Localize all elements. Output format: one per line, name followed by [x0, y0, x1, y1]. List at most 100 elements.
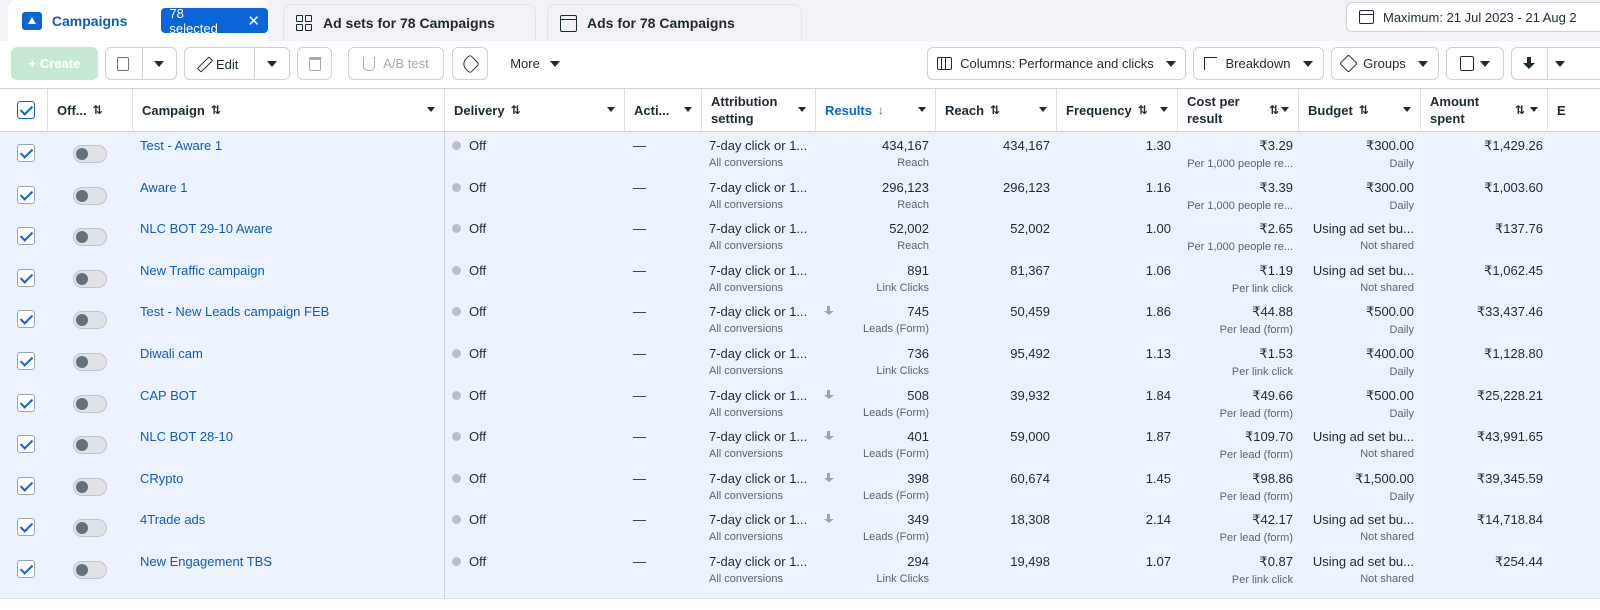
- row-checkbox[interactable]: [17, 435, 35, 454]
- row-checkbox[interactable]: [17, 310, 35, 329]
- table-row[interactable]: New Engagement TBS Off — 7-day click or 1..…: [0, 548, 1600, 590]
- tags-button[interactable]: [452, 47, 488, 80]
- row-checkbox[interactable]: [17, 518, 35, 537]
- col-results[interactable]: Results ↓: [816, 89, 936, 131]
- campaign-name-link[interactable]: CAP BOT: [140, 387, 197, 403]
- row-checkbox[interactable]: [17, 185, 35, 204]
- chevron-down-icon[interactable]: [1160, 107, 1168, 112]
- row-checkbox[interactable]: [17, 268, 35, 287]
- campaign-toggle[interactable]: [73, 519, 107, 538]
- ab-test-button[interactable]: A/B test: [348, 47, 444, 80]
- table-row[interactable]: CRypto Off — 7-day click or 1... All convers…: [0, 465, 1600, 507]
- campaign-toggle[interactable]: [73, 436, 107, 455]
- campaign-toggle[interactable]: [73, 145, 107, 163]
- row-checkbox[interactable]: [17, 560, 35, 578]
- col-cost-per-result[interactable]: Cost per result ⇅: [1178, 89, 1299, 131]
- campaign-name-link[interactable]: New Engagement TBS: [140, 554, 272, 569]
- select-all-checkbox[interactable]: [17, 101, 35, 119]
- reports-button[interactable]: [1446, 47, 1504, 80]
- chevron-down-icon[interactable]: [1555, 61, 1565, 67]
- campaign-toggle[interactable]: [73, 228, 107, 247]
- cost-cell: ₹3.39 Per 1,000 people re...: [1178, 180, 1293, 212]
- col-reach[interactable]: Reach ⇅: [936, 89, 1057, 131]
- more-button[interactable]: More: [497, 47, 573, 80]
- clear-selection-icon[interactable]: ✕: [247, 12, 260, 30]
- campaign-toggle[interactable]: [73, 394, 107, 413]
- table-row[interactable]: NLC BOT 28-10 Off — 7-day click or 1... All …: [0, 423, 1600, 465]
- table-row[interactable]: Diwali cam Off — 7-day click or 1... All con…: [0, 340, 1600, 382]
- download-leads-icon[interactable]: [824, 431, 834, 442]
- chevron-down-icon[interactable]: [684, 107, 692, 112]
- col-delivery[interactable]: Delivery ⇅: [445, 89, 625, 131]
- table-row[interactable]: Test - Aware 1 Off — 7-day click or 1... All…: [0, 132, 1600, 174]
- create-button[interactable]: + Create: [11, 47, 98, 80]
- chevron-down-icon[interactable]: [427, 107, 435, 112]
- campaign-toggle[interactable]: [73, 311, 107, 330]
- download-leads-icon[interactable]: [824, 306, 834, 317]
- campaign-toggle[interactable]: [73, 353, 107, 371]
- selected-badge[interactable]: 78 selected ✕: [161, 6, 268, 36]
- campaign-toggle[interactable]: [73, 477, 107, 496]
- campaign-name-link[interactable]: NLC BOT 29-10 Aware: [140, 221, 273, 237]
- date-range-picker[interactable]: Maximum: 21 Jul 2023 - 21 Aug 2: [1346, 2, 1600, 32]
- campaign-toggle[interactable]: [73, 186, 107, 205]
- col-amount-spent[interactable]: Amount spent ⇅: [1421, 89, 1548, 131]
- col-off[interactable]: Off... ⇅: [48, 89, 133, 131]
- delete-button[interactable]: [297, 47, 332, 80]
- chevron-down-icon[interactable]: [1530, 107, 1538, 112]
- table-row[interactable]: NLC BOT 29-10 Aware Off — 7-day click or 1.…: [0, 215, 1600, 257]
- campaign-name-link[interactable]: 4Trade ads: [140, 512, 206, 528]
- col-budget[interactable]: Budget ⇅: [1299, 89, 1421, 131]
- cost-cell: ₹1.19 Per link click: [1178, 263, 1293, 295]
- table-row[interactable]: 4Trade ads Off — 7-day click or 1... All con…: [0, 506, 1600, 548]
- table-row[interactable]: Test - New Leads campaign FEB Off — 7-day c…: [0, 298, 1600, 340]
- chevron-down-icon[interactable]: [1403, 107, 1411, 112]
- duplicate-button[interactable]: [105, 47, 177, 80]
- campaign-name-link[interactable]: Test - New Leads campaign FEB: [140, 304, 330, 320]
- col-frequency[interactable]: Frequency ⇅: [1057, 89, 1178, 131]
- columns-button[interactable]: Columns: Performance and clicks: [927, 47, 1186, 80]
- campaign-name-link[interactable]: Diwali cam: [140, 346, 203, 361]
- campaign-name-link[interactable]: NLC BOT 28-10: [140, 429, 233, 445]
- export-button[interactable]: [1511, 47, 1600, 80]
- chevron-down-icon[interactable]: [1281, 107, 1289, 112]
- row-checkbox[interactable]: [17, 393, 35, 412]
- table-row[interactable]: New Traffic campaign Off — 7-day click or 1…: [0, 257, 1600, 299]
- col-attribution[interactable]: Attribution setting: [702, 89, 816, 131]
- col-next[interactable]: E: [1548, 89, 1600, 131]
- tab-adsets[interactable]: Ad sets for 78 Campaigns: [283, 4, 536, 41]
- download-leads-icon[interactable]: [824, 514, 834, 525]
- campaign-toggle[interactable]: [73, 561, 107, 579]
- tab-ads[interactable]: Ads for 78 Campaigns: [547, 4, 802, 41]
- download-leads-icon[interactable]: [824, 472, 834, 484]
- row-checkbox[interactable]: [17, 352, 35, 370]
- download-leads-icon[interactable]: [824, 389, 834, 401]
- col-campaign[interactable]: Campaign ⇅: [133, 89, 445, 131]
- tab-campaigns[interactable]: Campaigns 78 selected ✕: [8, 0, 268, 41]
- cost-sub: Per link click: [1231, 282, 1293, 295]
- chevron-down-icon[interactable]: [1039, 107, 1047, 112]
- status-dot-icon: [452, 307, 461, 317]
- chevron-down-icon[interactable]: [798, 107, 806, 112]
- edit-button[interactable]: Edit: [184, 47, 290, 80]
- campaign-toggle[interactable]: [73, 269, 107, 288]
- chevron-down-icon[interactable]: [918, 107, 926, 112]
- chevron-down-icon[interactable]: [267, 61, 277, 67]
- row-checkbox[interactable]: [17, 227, 35, 246]
- campaign-name-link[interactable]: Aware 1: [140, 179, 188, 195]
- row-checkbox[interactable]: [17, 144, 35, 162]
- col-reach-label: Reach: [945, 102, 985, 118]
- results-value: 296,123: [882, 179, 929, 195]
- table-row[interactable]: Aware 1 Off — 7-day click or 1... All conver…: [0, 174, 1600, 216]
- chevron-down-icon[interactable]: [607, 107, 615, 112]
- breakdown-button[interactable]: Breakdown: [1193, 47, 1324, 80]
- chevron-down-icon[interactable]: [154, 61, 164, 67]
- campaign-name-link[interactable]: New Traffic campaign: [140, 262, 265, 278]
- cost-sub: Per lead (form): [1219, 449, 1293, 462]
- campaign-name-link[interactable]: CRypto: [140, 470, 184, 486]
- col-actions[interactable]: Acti...: [625, 89, 702, 131]
- campaign-name-link[interactable]: Test - Aware 1: [140, 138, 223, 153]
- row-checkbox[interactable]: [17, 476, 35, 495]
- table-row[interactable]: CAP BOT Off — 7-day click or 1... All conver…: [0, 382, 1600, 424]
- groups-button[interactable]: Groups: [1331, 47, 1439, 80]
